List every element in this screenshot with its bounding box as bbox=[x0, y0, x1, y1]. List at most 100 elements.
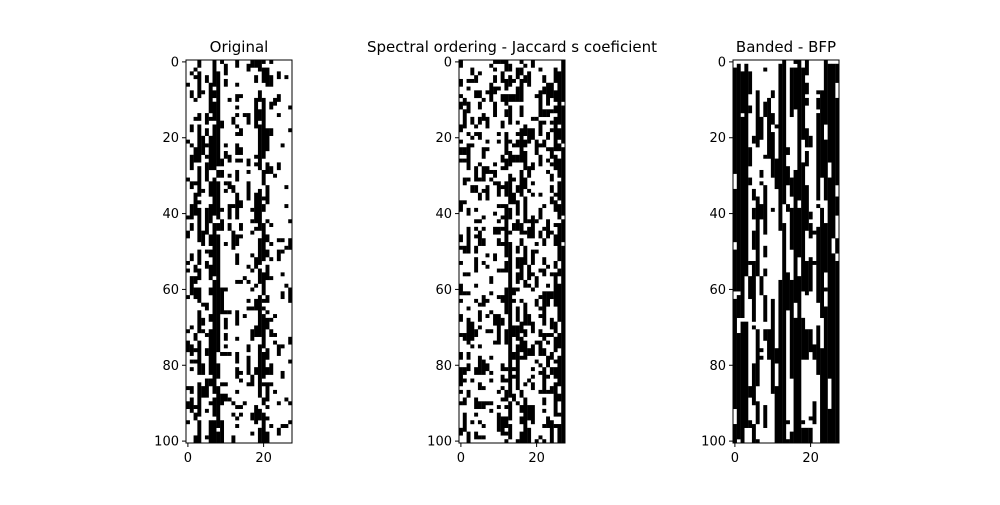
heatmap-cell-run bbox=[500, 317, 505, 326]
heatmap-cell-run bbox=[261, 204, 266, 212]
heatmap-cell-run bbox=[793, 60, 798, 64]
heatmap-cell-run bbox=[477, 310, 482, 322]
heatmap-cell-run bbox=[504, 389, 509, 402]
heatmap-cell-run bbox=[549, 420, 554, 444]
heatmap-cell-run bbox=[782, 223, 787, 444]
heatmap-cell-run bbox=[489, 63, 494, 68]
heatmap-cell-run bbox=[204, 408, 209, 413]
heatmap-cell-run bbox=[276, 113, 281, 118]
heatmap-cell-run bbox=[485, 264, 490, 269]
heatmap-cell-run bbox=[227, 223, 232, 231]
y-tick-label: 20 bbox=[435, 131, 452, 146]
heatmap-cell-run bbox=[189, 90, 194, 99]
heatmap-cell-run bbox=[204, 154, 209, 159]
heatmap-cells bbox=[459, 60, 566, 444]
heatmap-cell-run bbox=[235, 60, 240, 68]
heatmap-cell-run bbox=[239, 279, 243, 284]
heatmap-cell-run bbox=[186, 260, 190, 265]
heatmap-cell-run bbox=[273, 314, 278, 319]
heatmap-cell-run bbox=[250, 431, 255, 436]
heatmap-cell-run bbox=[546, 374, 551, 379]
heatmap-cell-run bbox=[561, 245, 566, 444]
heatmap-cell-run bbox=[220, 219, 225, 231]
heatmap-cell-run bbox=[470, 321, 475, 341]
x-tick-label: 0 bbox=[731, 451, 739, 466]
heatmap-cell-run bbox=[504, 367, 509, 372]
heatmap-cell-run bbox=[466, 177, 471, 182]
heatmap-cell-run bbox=[459, 314, 463, 322]
heatmap-cell-run bbox=[557, 143, 562, 152]
heatmap-cell-run bbox=[193, 276, 198, 284]
heatmap-cell-run bbox=[474, 219, 479, 224]
heatmap-cell-run bbox=[500, 226, 505, 231]
heatmap-cell-run bbox=[470, 420, 475, 425]
heatmap-cell-run bbox=[288, 401, 293, 406]
heatmap-cell-run bbox=[223, 351, 228, 356]
heatmap-cell-run bbox=[459, 427, 463, 436]
heatmap-cell-run bbox=[481, 401, 486, 410]
heatmap-cell-run bbox=[462, 333, 467, 341]
heatmap-cell-run bbox=[774, 158, 779, 190]
heatmap-cell-run bbox=[527, 314, 532, 326]
heatmap-cell-run bbox=[254, 298, 259, 311]
heatmap-cell-run bbox=[748, 105, 753, 114]
heatmap-cell-run bbox=[481, 215, 486, 220]
heatmap-cell-run bbox=[527, 264, 532, 281]
heatmap-cell-run bbox=[474, 234, 479, 239]
heatmap-cell-run bbox=[276, 162, 281, 171]
heatmap-cell-run bbox=[523, 177, 528, 190]
heatmap-cell-run bbox=[250, 374, 255, 387]
heatmap-cell-run bbox=[474, 412, 479, 417]
heatmap-cell-run bbox=[542, 109, 547, 118]
heatmap-cell-run bbox=[557, 223, 562, 262]
heatmap-cell-run bbox=[767, 329, 772, 360]
heatmap-cell-run bbox=[193, 287, 198, 300]
heatmap-cell-run bbox=[553, 192, 558, 197]
heatmap-cell-run bbox=[789, 67, 794, 118]
heatmap-cell-run bbox=[459, 147, 463, 155]
heatmap-cell-run bbox=[208, 116, 213, 121]
heatmap-cell-run bbox=[288, 105, 293, 110]
heatmap-cell-run bbox=[265, 431, 270, 444]
heatmap-cell-run bbox=[197, 287, 202, 303]
heatmap-cell-run bbox=[201, 386, 206, 398]
heatmap-cell-run bbox=[257, 408, 262, 421]
heatmap-cell-run bbox=[231, 401, 236, 406]
heatmap-cell-run bbox=[538, 192, 543, 197]
heatmap-cell-run bbox=[557, 268, 562, 277]
heatmap-cell-run bbox=[508, 151, 513, 167]
heatmap-cell-run bbox=[523, 139, 528, 148]
heatmap-cell-run bbox=[496, 389, 501, 394]
heatmap-cell-run bbox=[553, 367, 558, 379]
heatmap-cell-run bbox=[512, 393, 516, 402]
heatmap-cell-run bbox=[197, 340, 202, 375]
heatmap-cell-run bbox=[759, 116, 764, 140]
heatmap-cell-run bbox=[189, 223, 194, 231]
heatmap-cell-run bbox=[489, 378, 494, 383]
heatmap-cell-run bbox=[474, 257, 479, 273]
heatmap-cell-run bbox=[801, 317, 806, 360]
heatmap-cell-run bbox=[462, 158, 467, 163]
heatmap-cell-run bbox=[466, 272, 471, 277]
heatmap-cell-run bbox=[755, 196, 760, 277]
heatmap-cell-run bbox=[485, 314, 490, 319]
heatmap-cell-run bbox=[201, 230, 206, 246]
heatmap-cell-run bbox=[254, 257, 259, 269]
heatmap-cell-run bbox=[508, 207, 513, 220]
heatmap-cell-run bbox=[534, 298, 539, 307]
heatmap-cell-run bbox=[220, 60, 225, 64]
y-tick-label: 0 bbox=[171, 55, 179, 70]
heatmap-cell-run bbox=[261, 196, 266, 201]
heatmap-cell-run bbox=[500, 204, 505, 209]
heatmap-cell-run bbox=[462, 397, 467, 406]
heatmap-cell-run bbox=[553, 116, 558, 152]
heatmap-cell-run bbox=[474, 431, 479, 440]
heatmap-cell-run bbox=[527, 283, 532, 288]
heatmap-cell-run bbox=[223, 242, 228, 246]
heatmap-cell-run bbox=[261, 298, 266, 303]
heatmap-cell-run bbox=[204, 75, 209, 83]
heatmap-cell-run bbox=[789, 431, 794, 444]
heatmap-cell-run bbox=[523, 230, 528, 235]
heatmap-cell-run bbox=[557, 424, 562, 444]
heatmap-cell-run bbox=[257, 268, 262, 284]
